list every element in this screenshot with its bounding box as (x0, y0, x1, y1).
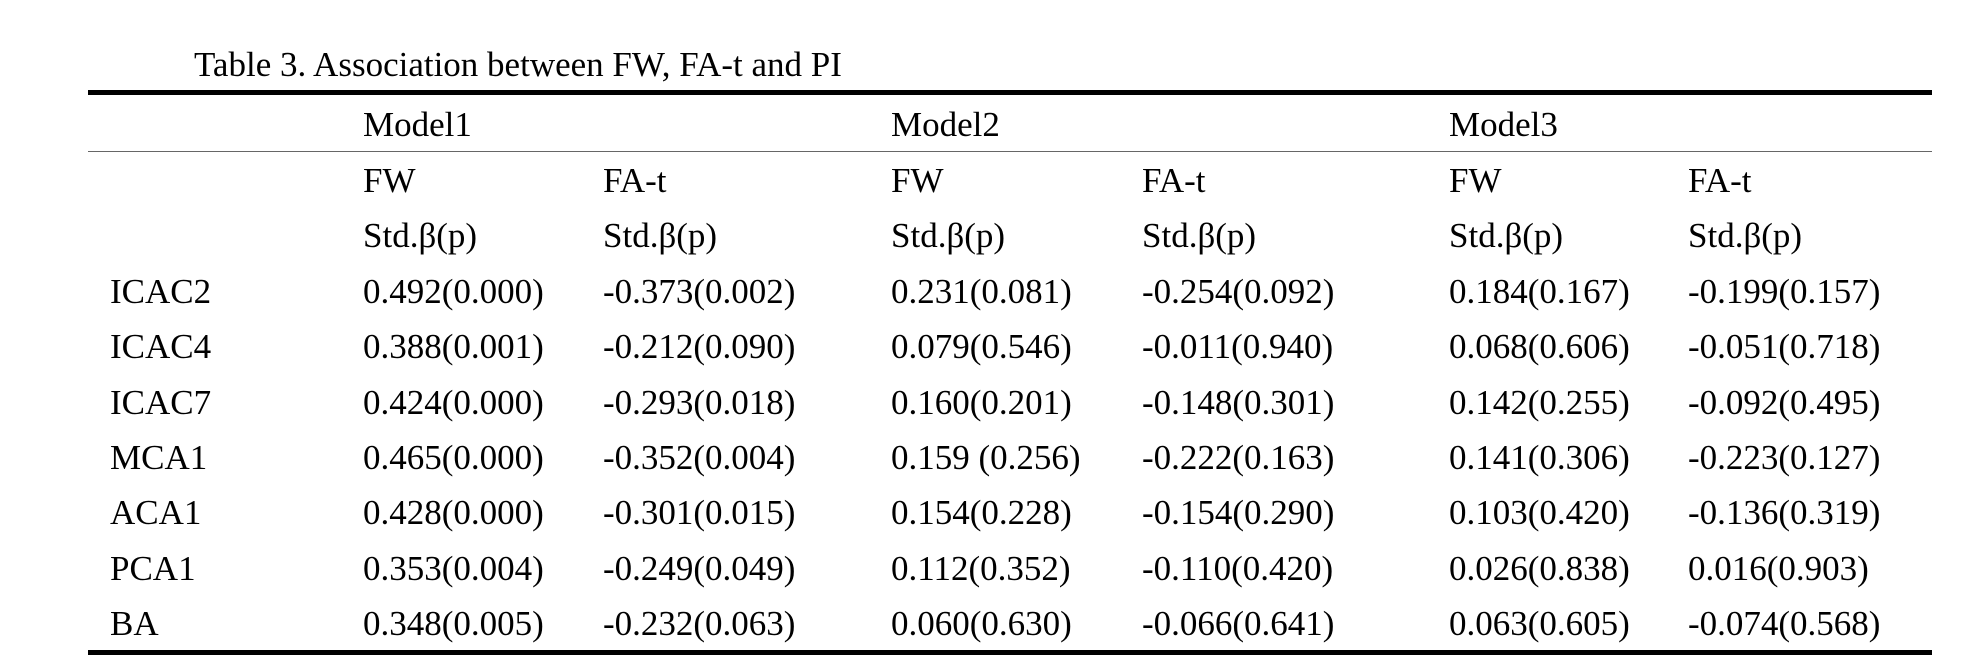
cell: -0.011(0.940) (1142, 327, 1334, 367)
model-header: Model3 (1449, 105, 1558, 144)
cell: 0.353(0.004) (363, 548, 544, 588)
row-label: ICAC7 (110, 382, 212, 422)
cell: -0.254(0.092) (1142, 272, 1335, 311)
cell: -0.092(0.495) (1688, 382, 1881, 422)
cell: -0.110(0.420) (1142, 548, 1334, 588)
cell: -0.199(0.157) (1688, 272, 1881, 311)
cell: 0.079(0.546) (891, 327, 1072, 367)
variable-header: FW (891, 161, 944, 200)
cell: 0.184(0.167) (1449, 272, 1630, 311)
top-rule (88, 90, 1932, 95)
cell: 0.063(0.605) (1449, 603, 1630, 643)
cell: -0.154(0.290) (1142, 493, 1335, 533)
cell: 0.141(0.306) (1449, 437, 1630, 477)
stat-header: Std.β(p) (1142, 216, 1257, 255)
row-label: ACA1 (110, 493, 202, 533)
cell: 0.142(0.255) (1449, 382, 1630, 422)
variable-header: FA-t (603, 161, 667, 200)
row-label: MCA1 (110, 437, 208, 477)
model-header: Model2 (891, 105, 1000, 144)
cell: 0.026(0.838) (1449, 548, 1630, 588)
cell: -0.074(0.568) (1688, 603, 1881, 643)
stat-header: Std.β(p) (1449, 216, 1564, 255)
cell: -0.223(0.127) (1688, 437, 1881, 477)
cell: -0.051(0.718) (1688, 327, 1881, 367)
model-header: Model1 (363, 105, 472, 144)
stat-header: Std.β(p) (891, 216, 1006, 255)
cell: 0.424(0.000) (363, 382, 544, 422)
cell: 0.465(0.000) (363, 437, 544, 477)
variable-header: FA-t (1142, 161, 1206, 200)
cell: 0.103(0.420) (1449, 493, 1630, 533)
cell: -0.301(0.015) (603, 493, 796, 533)
cell: -0.212(0.090) (603, 327, 796, 367)
cell: 0.112(0.352) (891, 548, 1071, 588)
cell: 0.016(0.903) (1688, 548, 1869, 588)
stat-header: Std.β(p) (1688, 216, 1803, 255)
cell: 0.231(0.081) (891, 272, 1072, 311)
stat-header: Std.β(p) (363, 216, 478, 255)
cell: 0.348(0.005) (363, 603, 544, 643)
cell: 0.160(0.201) (891, 382, 1072, 422)
cell: -0.066(0.641) (1142, 603, 1335, 643)
cell: -0.373(0.002) (603, 272, 796, 311)
variable-header: FW (363, 161, 416, 200)
cell: 0.159 (0.256) (891, 437, 1081, 477)
cell: 0.388(0.001) (363, 327, 544, 367)
cell: -0.136(0.319) (1688, 493, 1881, 533)
variable-header: FW (1449, 161, 1502, 200)
cell: 0.492(0.000) (363, 272, 544, 311)
cell: -0.249(0.049) (603, 548, 796, 588)
variable-header: FA-t (1688, 161, 1752, 200)
table-title: Table 3. Association between FW, FA-t an… (194, 45, 842, 84)
cell: -0.148(0.301) (1142, 382, 1335, 422)
row-label: BA (110, 603, 159, 643)
cell: 0.068(0.606) (1449, 327, 1630, 367)
row-label: ICAC2 (110, 272, 212, 311)
row-label: PCA1 (110, 548, 196, 588)
mid-rule (88, 151, 1932, 152)
cell: -0.222(0.163) (1142, 437, 1335, 477)
cell: -0.293(0.018) (603, 382, 796, 422)
bottom-rule (88, 650, 1932, 655)
cell: 0.060(0.630) (891, 603, 1072, 643)
cell: -0.352(0.004) (603, 437, 796, 477)
cell: -0.232(0.063) (603, 603, 796, 643)
cell: 0.428(0.000) (363, 493, 544, 533)
stat-header: Std.β(p) (603, 216, 718, 255)
cell: 0.154(0.228) (891, 493, 1072, 533)
row-label: ICAC4 (110, 327, 212, 367)
